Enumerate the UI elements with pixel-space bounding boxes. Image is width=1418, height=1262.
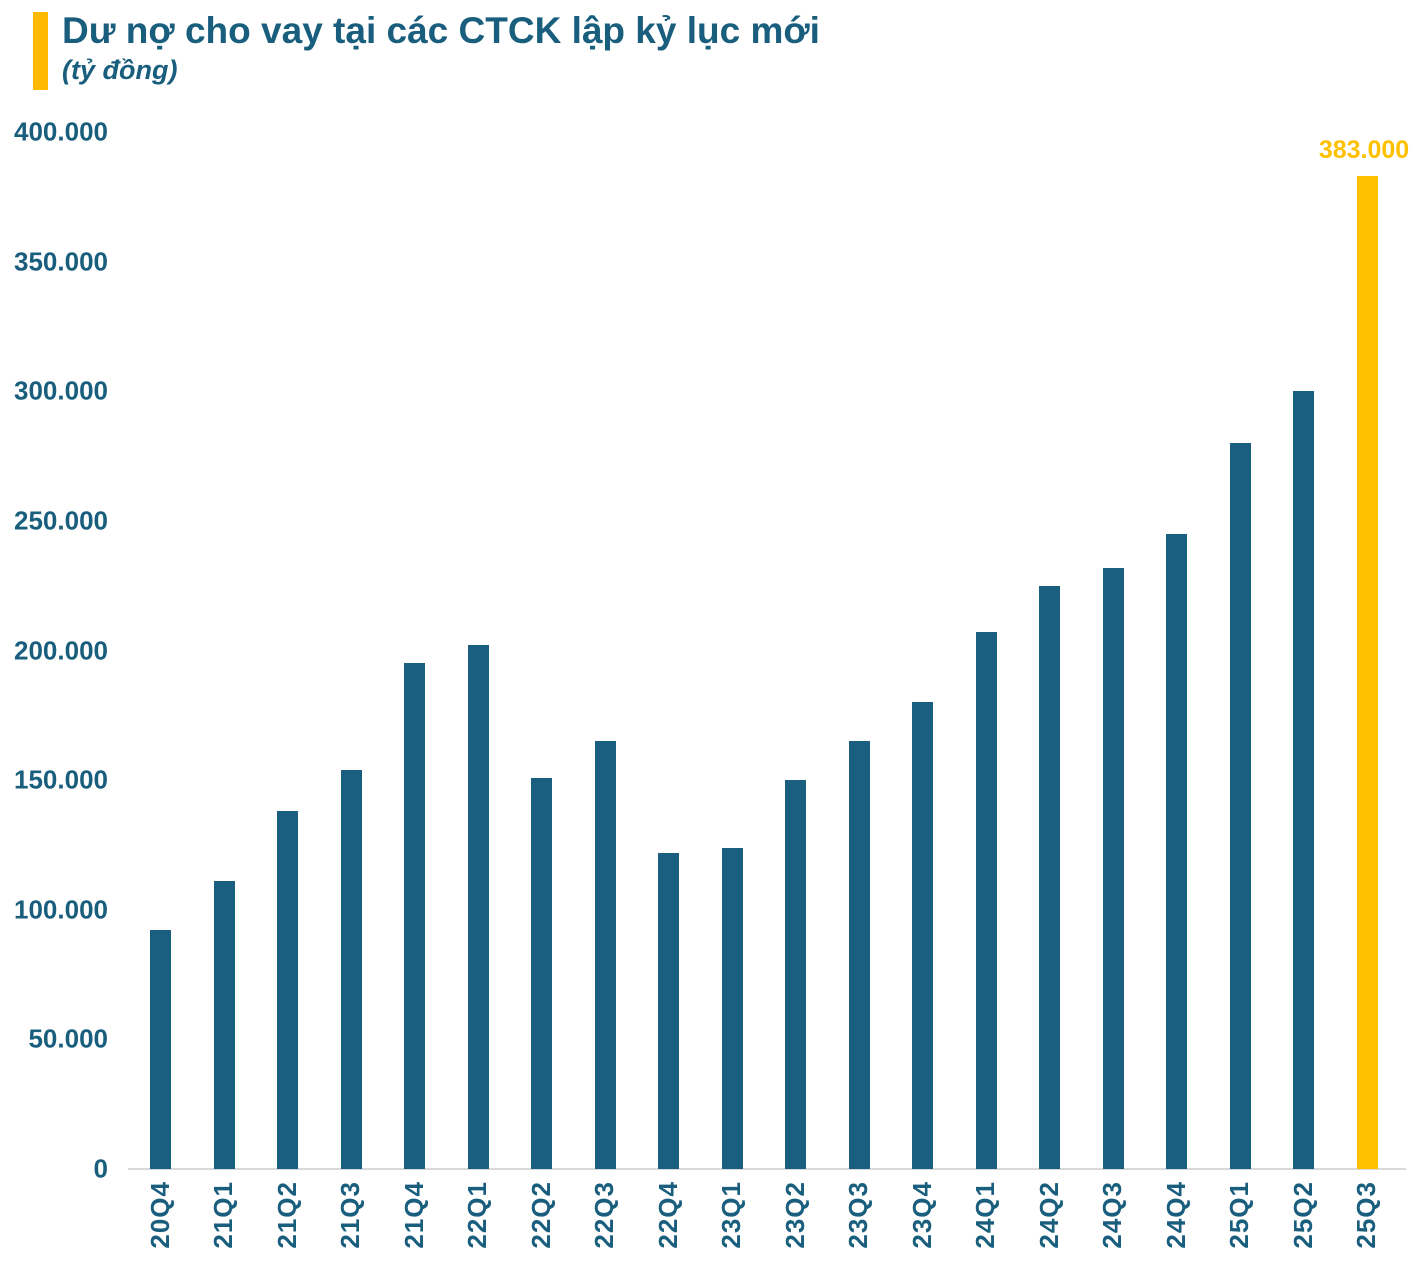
x-axis-label-24Q1: 24Q1 <box>970 1181 1000 1249</box>
x-axis-label-22Q4: 22Q4 <box>652 1181 683 1249</box>
x-axis-label-22Q2: 22Q2 <box>525 1181 556 1249</box>
x-axis-label-23Q4: 23Q4 <box>906 1181 937 1249</box>
y-axis-tick-label: 50.000 <box>28 1023 108 1054</box>
bar-21Q1 <box>213 881 235 1169</box>
x-axis-label-23Q3: 23Q3 <box>843 1181 873 1249</box>
x-axis-label-23Q1: 23Q1 <box>716 1181 746 1249</box>
x-axis-label-22Q1: 22Q1 <box>462 1181 492 1249</box>
bar-25Q3 <box>1356 176 1378 1169</box>
y-axis-tick-label: 300.000 <box>14 375 108 406</box>
title-accent-bar <box>33 12 48 90</box>
y-axis: 0 50.000 100.000 150.000 200.000 250.000 300.0… <box>0 0 108 1262</box>
y-axis-tick-label: 400.000 <box>14 116 108 147</box>
bar-22Q4 <box>658 852 679 1169</box>
bar-21Q3 <box>340 769 362 1169</box>
y-axis-tick-label: 0 <box>93 1153 108 1184</box>
bar-23Q2 <box>785 780 806 1169</box>
bar-24Q4 <box>1166 533 1187 1169</box>
bar-24Q3 <box>1102 567 1124 1169</box>
y-axis-tick-label: 350.000 <box>14 246 108 277</box>
x-axis-label-25Q2: 25Q2 <box>1287 1181 1318 1249</box>
x-axis-label-25Q1: 25Q1 <box>1224 1181 1254 1249</box>
chart-title: Dư nợ cho vay tại các CTCK lập kỷ lục mớ… <box>62 10 820 51</box>
bar-22Q1 <box>467 645 489 1169</box>
highlight-bar-value-label: 383.000 <box>1318 136 1410 165</box>
x-axis-label-23Q2: 23Q2 <box>779 1181 810 1249</box>
plot-area: 20Q4 21Q1 21Q2 21Q3 21Q4 22Q1 22Q2 22Q3 22Q4 23Q1… <box>128 0 1409 1262</box>
x-axis-label-21Q3: 21Q3 <box>335 1181 365 1249</box>
bar-24Q2 <box>1039 585 1060 1169</box>
bar-24Q1 <box>975 632 997 1169</box>
bar-25Q1 <box>1229 443 1251 1169</box>
bar-23Q3 <box>848 741 870 1169</box>
bar-20Q4 <box>150 930 171 1169</box>
x-axis-label-21Q2: 21Q2 <box>271 1181 302 1249</box>
chart-unit-label: (tỷ đồng) <box>62 55 178 85</box>
bar-25Q2 <box>1293 391 1314 1169</box>
x-axis-label-24Q2: 24Q2 <box>1033 1181 1064 1249</box>
x-axis-label-22Q3: 22Q3 <box>589 1181 619 1249</box>
x-axis-label-21Q1: 21Q1 <box>208 1181 238 1249</box>
bar-22Q2 <box>531 777 552 1169</box>
x-axis-label-20Q4: 20Q4 <box>144 1181 175 1249</box>
y-axis-tick-label: 250.000 <box>14 505 108 536</box>
bar-23Q1 <box>721 847 743 1169</box>
y-axis-tick-label: 150.000 <box>14 764 108 795</box>
x-axis-label-24Q4: 24Q4 <box>1160 1181 1191 1249</box>
bar-22Q3 <box>594 741 616 1169</box>
y-axis-tick-label: 100.000 <box>14 894 108 925</box>
bar-21Q2 <box>277 811 298 1169</box>
x-axis-label-24Q3: 24Q3 <box>1097 1181 1127 1249</box>
bar-23Q4 <box>912 702 933 1169</box>
y-axis-tick-label: 200.000 <box>14 635 108 665</box>
bar-21Q4 <box>404 663 425 1169</box>
x-axis-label-25Q3: 25Q3 <box>1351 1181 1381 1249</box>
x-axis-label-21Q4: 21Q4 <box>398 1181 429 1249</box>
x-axis-line <box>128 1168 1406 1170</box>
